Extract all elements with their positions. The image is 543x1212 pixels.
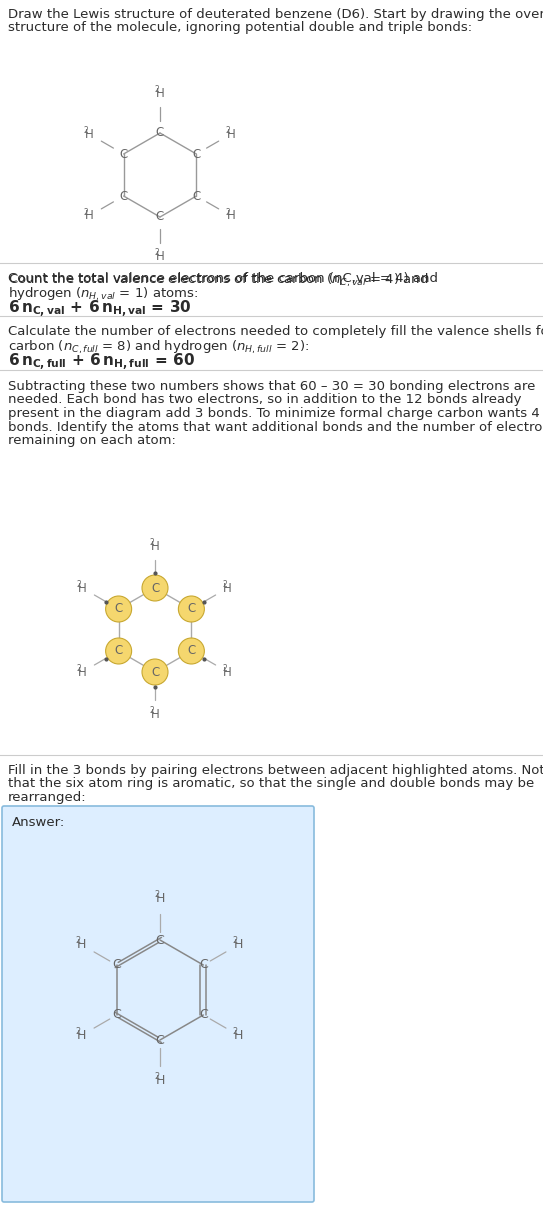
Text: bonds. Identify the atoms that want additional bonds and the number of electrons: bonds. Identify the atoms that want addi… [8, 421, 543, 434]
Text: Count the total valence electrons of the carbon (ηC,val = 4) and: Count the total valence electrons of the… [8, 271, 438, 285]
Text: needed. Each bond has two electrons, so in addition to the 12 bonds already: needed. Each bond has two electrons, so … [8, 394, 521, 406]
Text: 2: 2 [233, 936, 238, 945]
Circle shape [178, 638, 204, 664]
Text: hydrogen ($n_{H,val}$ = 1) atoms:: hydrogen ($n_{H,val}$ = 1) atoms: [8, 286, 198, 303]
Text: 2: 2 [154, 85, 159, 93]
Circle shape [106, 638, 131, 664]
FancyBboxPatch shape [2, 806, 314, 1202]
Text: 2: 2 [233, 1027, 238, 1036]
Text: H: H [155, 892, 165, 905]
Text: H: H [150, 539, 160, 553]
Text: C: C [119, 148, 128, 160]
Text: C: C [156, 1034, 165, 1046]
Text: H: H [234, 1029, 243, 1042]
Text: H: H [226, 127, 235, 141]
Text: 2: 2 [149, 705, 154, 715]
Text: 2: 2 [225, 126, 230, 135]
Text: C: C [119, 189, 128, 202]
Text: C: C [187, 602, 195, 616]
Text: 2: 2 [225, 207, 230, 217]
Text: C: C [199, 959, 207, 972]
Text: H: H [223, 582, 232, 595]
Text: 2: 2 [154, 891, 159, 899]
Text: C: C [156, 126, 164, 139]
Text: H: H [156, 250, 165, 263]
Text: H: H [85, 210, 93, 222]
Text: H: H [77, 938, 86, 951]
Text: 2: 2 [75, 1027, 80, 1036]
Text: C: C [156, 933, 165, 947]
Text: Draw the Lewis structure of deuterated benzene (D6). Start by drawing the overal: Draw the Lewis structure of deuterated b… [8, 8, 543, 21]
Text: that the six atom ring is aromatic, so that the single and double bonds may be: that the six atom ring is aromatic, so t… [8, 778, 534, 790]
Text: C: C [156, 211, 164, 223]
Text: C: C [112, 959, 121, 972]
Text: 2: 2 [84, 207, 89, 217]
Text: remaining on each atom:: remaining on each atom: [8, 434, 176, 447]
Text: H: H [226, 210, 235, 222]
Text: Fill in the 3 bonds by pairing electrons between adjacent highlighted atoms. Not: Fill in the 3 bonds by pairing electrons… [8, 764, 543, 777]
Text: C: C [112, 1008, 121, 1022]
Circle shape [142, 659, 168, 685]
Text: $\mathbf{6\,}$$\mathbf{n_{C,val}}$$\mathbf{\, + \, 6\,}$$\mathbf{n_{H,val}}$$\ma: $\mathbf{6\,}$$\mathbf{n_{C,val}}$$\math… [8, 299, 192, 320]
Circle shape [178, 596, 204, 622]
Text: H: H [156, 87, 165, 99]
Text: H: H [77, 1029, 86, 1042]
Text: H: H [150, 708, 160, 720]
Text: C: C [115, 602, 123, 616]
Text: C: C [187, 645, 195, 657]
Text: present in the diagram add 3 bonds. To minimize formal charge carbon wants 4: present in the diagram add 3 bonds. To m… [8, 407, 540, 421]
Text: Answer:: Answer: [12, 816, 65, 829]
Text: H: H [78, 582, 87, 595]
Text: 2: 2 [75, 936, 80, 945]
Circle shape [106, 596, 131, 622]
Text: rearranged:: rearranged: [8, 791, 87, 804]
Text: 2: 2 [149, 538, 154, 547]
Text: 2: 2 [154, 1073, 159, 1081]
Text: carbon ($n_{C,full}$ = 8) and hydrogen ($n_{H,full}$ = 2):: carbon ($n_{C,full}$ = 8) and hydrogen (… [8, 338, 309, 355]
Text: C: C [192, 189, 200, 202]
Text: 2: 2 [84, 126, 89, 135]
Text: Subtracting these two numbers shows that 60 – 30 = 30 bonding electrons are: Subtracting these two numbers shows that… [8, 381, 535, 393]
Text: H: H [78, 665, 87, 679]
Text: C: C [192, 148, 200, 160]
Text: C: C [115, 645, 123, 657]
Text: Calculate the number of electrons needed to completely fill the valence shells f: Calculate the number of electrons needed… [8, 325, 543, 338]
Text: 2: 2 [77, 664, 81, 673]
Text: structure of the molecule, ignoring potential double and triple bonds:: structure of the molecule, ignoring pote… [8, 22, 472, 34]
Text: H: H [223, 665, 232, 679]
Text: H: H [234, 938, 243, 951]
Circle shape [142, 574, 168, 601]
Text: 2: 2 [154, 248, 159, 257]
Text: Count the total valence electrons of the carbon ($n_{C,val}$ = 4) and: Count the total valence electrons of the… [8, 271, 428, 290]
Text: 2: 2 [77, 579, 81, 589]
Text: H: H [155, 1075, 165, 1087]
Text: C: C [151, 582, 159, 595]
Text: C: C [151, 665, 159, 679]
Text: 2: 2 [222, 579, 227, 589]
Text: 2: 2 [222, 664, 227, 673]
Text: H: H [85, 127, 93, 141]
Text: C: C [199, 1008, 207, 1022]
Text: $\mathbf{6\,}$$\mathbf{n_{C,full}}$$\mathbf{\, + \, 6\,}$$\mathbf{n_{H,full}}$$\: $\mathbf{6\,}$$\mathbf{n_{C,full}}$$\mat… [8, 351, 195, 373]
